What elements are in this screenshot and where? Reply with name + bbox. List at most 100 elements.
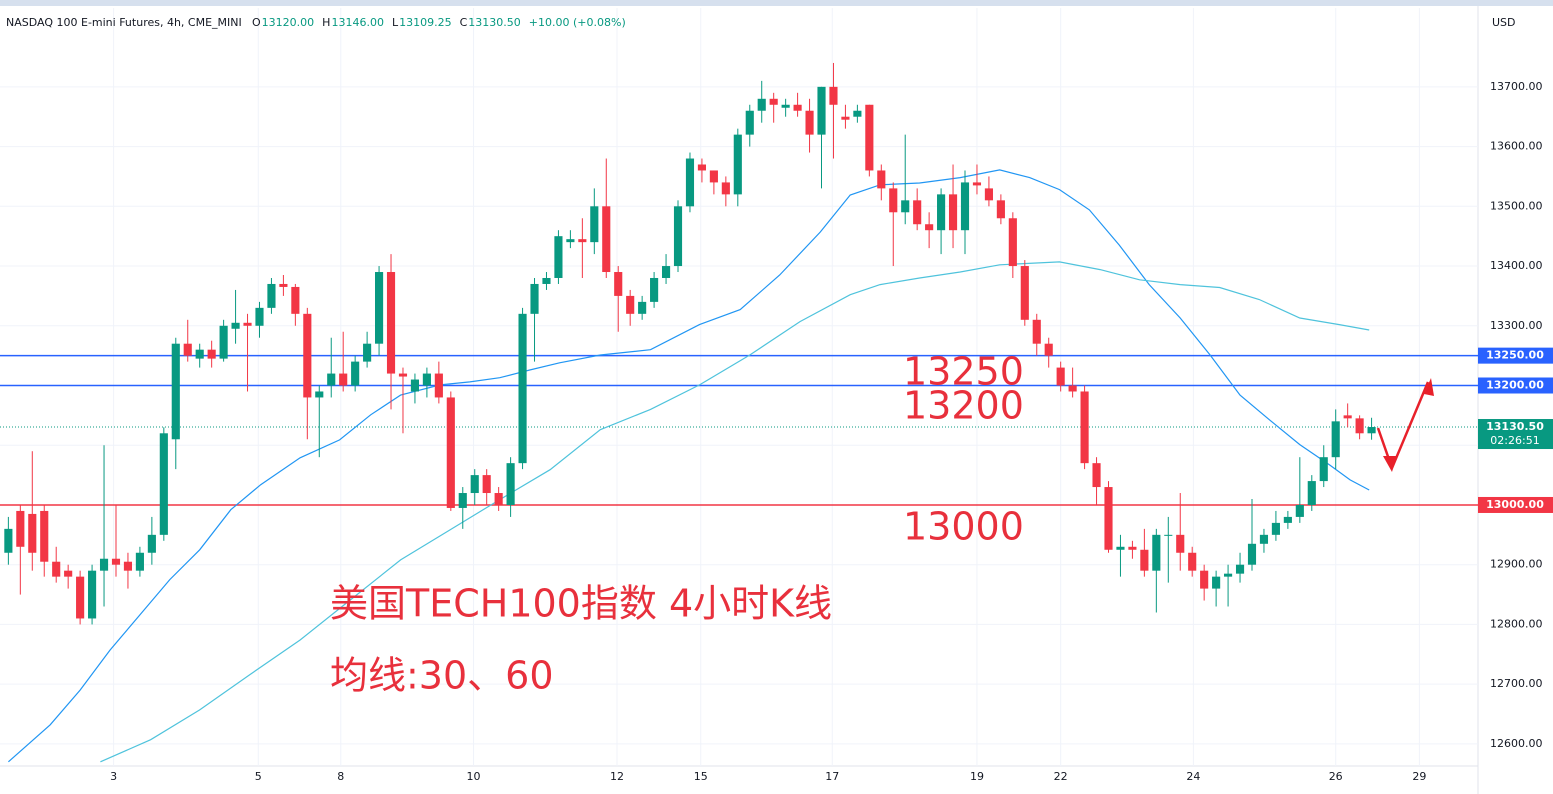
ohlc-label: O	[252, 16, 261, 29]
candle-body	[398, 373, 408, 377]
candle-body	[195, 349, 204, 359]
candle-body	[339, 373, 348, 386]
candle-body	[434, 373, 443, 398]
candle-body	[626, 295, 635, 314]
countdown: 02:26:51	[1490, 434, 1539, 447]
currency: USD	[1492, 16, 1516, 29]
candle-body	[159, 433, 168, 535]
candle-body	[1259, 534, 1269, 544]
candle-body	[865, 104, 874, 171]
candle-body	[1319, 457, 1328, 482]
candle-body	[913, 200, 922, 225]
candle-body	[446, 397, 455, 508]
price-tag-label: 13250.00	[1486, 349, 1544, 362]
top-strip	[0, 0, 1553, 6]
candle-body	[996, 200, 1005, 219]
candle-body	[255, 307, 264, 326]
candle-body	[697, 164, 706, 171]
ohlc-label: H	[322, 16, 330, 29]
candle-body	[1176, 534, 1185, 553]
candle-body	[733, 134, 742, 195]
annotation: 美国TECH100指数 4小时K线	[330, 582, 832, 626]
grid: 12600.00 12700.00 12800.00 12900.00 13000.00…	[0, 8, 1543, 783]
candle-body	[183, 343, 192, 356]
candle-body	[1164, 534, 1173, 536]
candle-body	[769, 98, 778, 105]
candle-body	[1247, 543, 1257, 565]
candle-body	[1200, 570, 1209, 589]
candle-body	[219, 325, 228, 359]
candle-body	[1307, 481, 1316, 505]
x-tick-label: 22	[1054, 770, 1068, 783]
candle-body	[1224, 573, 1233, 577]
candle-body	[1295, 504, 1304, 517]
candle-body	[76, 576, 85, 619]
candle-body	[781, 104, 790, 108]
candle-body	[901, 200, 910, 213]
arrow-path	[1376, 381, 1430, 472]
moving-average	[8, 169, 1370, 763]
candle-body	[1355, 418, 1364, 434]
ohlc-legend: O 13120.00 H 13146.00 L 13109.25 C 13130.50 +10.…	[252, 16, 626, 29]
x-tick-label: 10	[467, 770, 481, 783]
last-price-tag	[1478, 419, 1553, 450]
arrow-head	[1424, 378, 1434, 396]
candle-body	[948, 194, 958, 231]
y-tick-label: 13600.00	[1490, 140, 1543, 153]
x-tick-label: 24	[1186, 770, 1200, 783]
candle-body	[554, 236, 563, 278]
arrow-head	[1383, 456, 1396, 472]
candle-body	[709, 170, 718, 183]
candle-body	[1331, 421, 1340, 458]
candle-body	[111, 558, 121, 565]
candle-body	[1128, 546, 1137, 550]
candle-body	[470, 475, 479, 494]
x-tick-label: 26	[1329, 770, 1343, 783]
candle-body	[1235, 564, 1245, 574]
candle-body	[1032, 319, 1041, 344]
candle-body	[745, 110, 754, 135]
candle-body	[853, 110, 862, 117]
candle-body	[88, 570, 97, 619]
candle-body	[351, 361, 360, 386]
candle-body	[614, 272, 623, 296]
y-tick-label: 12700.00	[1490, 677, 1543, 690]
candle-body	[303, 313, 312, 398]
moving-average	[100, 261, 1370, 763]
ohlc-value: 13120.00	[262, 16, 315, 29]
overlay: 13250.00 13200.00 13000.00 13130.5002:26:51…	[330, 347, 1553, 698]
candle-body	[1343, 415, 1352, 419]
x-tick-label: 3	[110, 770, 117, 783]
y-tick-label: 13700.00	[1490, 80, 1543, 93]
candle-body	[315, 391, 324, 398]
candle-body	[135, 552, 144, 571]
candle-body	[482, 475, 491, 494]
candle-body	[757, 98, 766, 111]
candle-body	[530, 283, 539, 314]
candle-body	[1212, 576, 1221, 589]
candle-body	[805, 110, 814, 135]
candle-body	[1056, 367, 1065, 386]
annotation: 13000	[903, 505, 1024, 549]
candle-body	[1140, 549, 1149, 571]
candle-body	[889, 188, 898, 213]
last-price-label: 13130.50	[1486, 420, 1544, 433]
x-tick-label: 12	[610, 770, 624, 783]
candle-body	[279, 283, 288, 287]
candle-body	[1068, 385, 1077, 392]
candle-body	[28, 513, 37, 553]
candle-body	[363, 343, 372, 362]
price-tag	[1478, 496, 1553, 513]
candle-body	[721, 182, 730, 195]
x-tick-label: 17	[825, 770, 839, 783]
candle-body	[1020, 266, 1029, 320]
x-tick-label: 15	[694, 770, 708, 783]
candle-body	[829, 86, 838, 105]
symbol: NASDAQ 100 E-mini Futures, 4h, CME_MINI	[6, 16, 242, 29]
candle-body	[1092, 463, 1101, 488]
candle-body	[291, 286, 300, 314]
candle-body	[52, 561, 61, 577]
candle-body	[1104, 487, 1113, 550]
